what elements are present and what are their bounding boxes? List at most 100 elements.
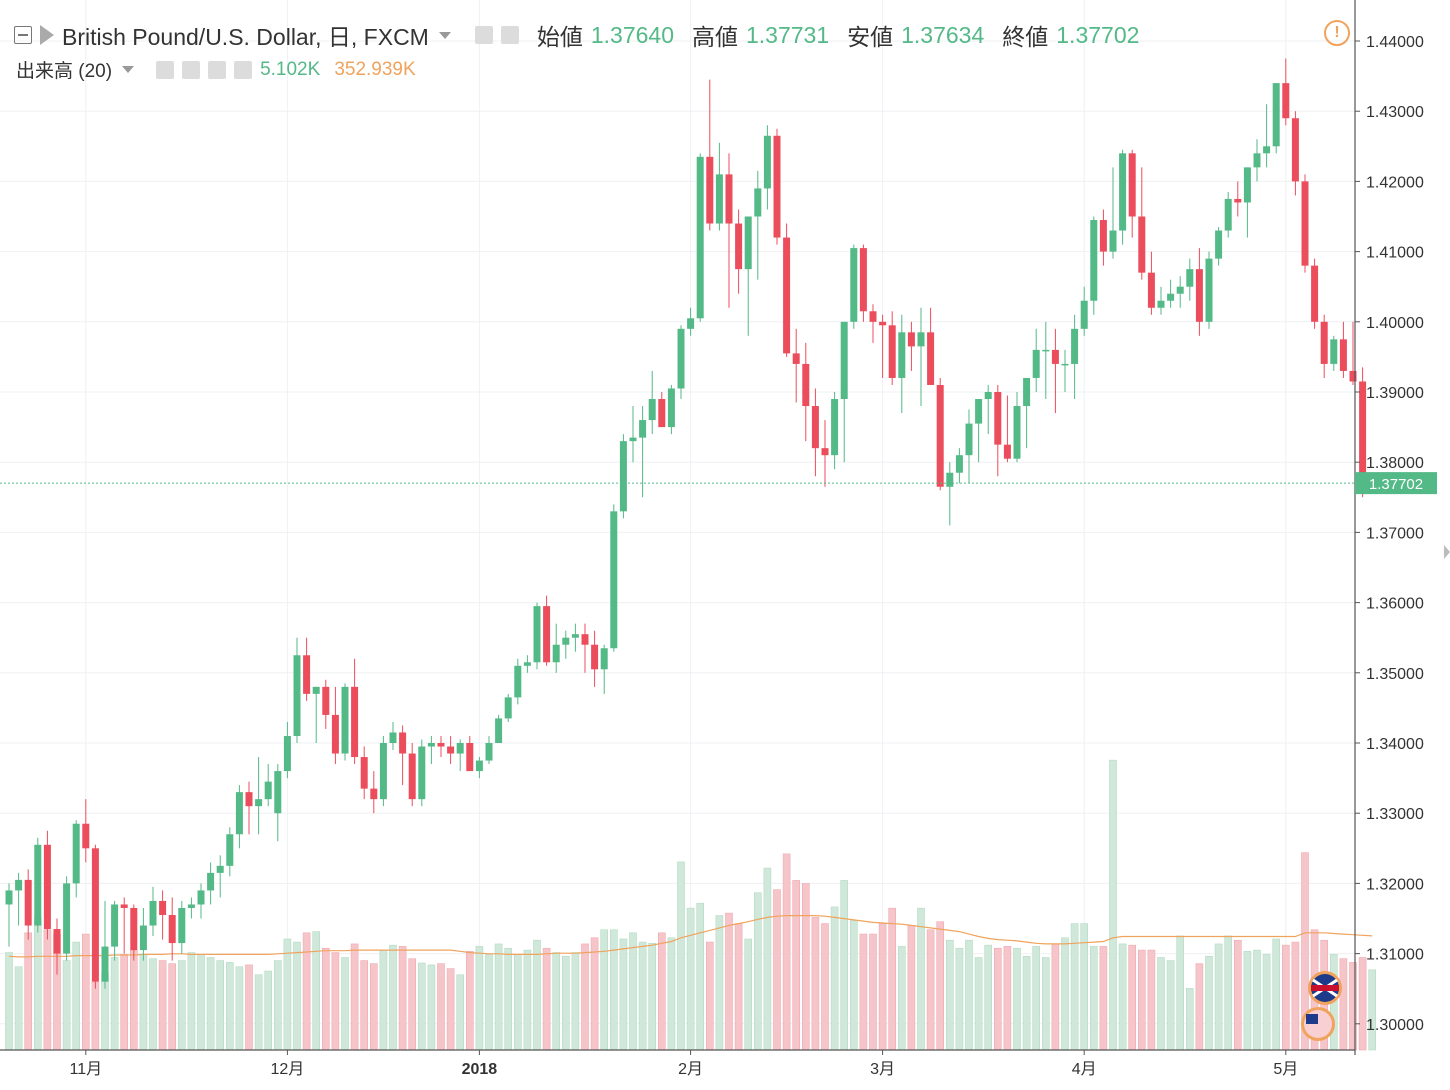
eye-icon[interactable] — [474, 26, 493, 44]
candle-body — [514, 665, 522, 698]
candle-body — [437, 743, 445, 747]
volume-bar — [178, 960, 186, 1051]
volume-bar — [897, 946, 906, 1051]
volume-bar — [456, 974, 465, 1051]
price-tick-label: 1.40000 — [1366, 315, 1424, 332]
volume-bar — [725, 912, 733, 1051]
volume-bar — [1099, 946, 1108, 1051]
plus-icon[interactable] — [208, 60, 227, 79]
chevron-down-icon[interactable] — [122, 66, 135, 73]
volume-ma-value: 352.939K — [334, 58, 416, 80]
volume-bar — [821, 923, 829, 1051]
candle-body — [1147, 272, 1155, 308]
volume-bar — [485, 954, 493, 1051]
time-tick-label: 11月 — [69, 1061, 102, 1078]
volume-bar — [350, 943, 359, 1051]
warning-icon[interactable]: ! — [1324, 20, 1350, 46]
candle-body — [571, 634, 579, 638]
volume-bar — [417, 962, 426, 1051]
volume-bar — [552, 952, 561, 1051]
candle-body — [552, 644, 560, 663]
candle-body — [1282, 83, 1290, 119]
symbol-title[interactable]: British Pound/U.S. Dollar, 日, FXCM — [62, 24, 429, 50]
volume-bar — [158, 960, 167, 1051]
volume-label[interactable]: 出来高 (20) — [16, 61, 113, 82]
volume-bar — [657, 932, 666, 1051]
candle-body — [658, 399, 666, 428]
candle-body — [101, 946, 109, 982]
volume-bar — [619, 938, 628, 1051]
candle-body — [1291, 118, 1299, 182]
gb-flag-icon[interactable] — [1308, 971, 1342, 1005]
candle-body — [1359, 381, 1367, 487]
candle-body — [1272, 83, 1280, 147]
chevron-down-icon[interactable] — [438, 31, 451, 39]
candle-body — [696, 156, 704, 319]
price-tick-label: 1.34000 — [1366, 736, 1424, 753]
eye-icon[interactable] — [156, 60, 175, 79]
volume-bar — [801, 883, 810, 1051]
volume-bar — [1176, 935, 1184, 1051]
volume-bar — [782, 853, 791, 1051]
flag-icon[interactable] — [40, 25, 54, 45]
candle-body — [82, 823, 90, 849]
candle-body — [1080, 300, 1088, 329]
candlesticks — [5, 58, 1376, 989]
candle-body — [639, 420, 647, 438]
volume-bar — [187, 952, 196, 1051]
candle-body — [840, 321, 848, 400]
volume-bar — [72, 941, 80, 1051]
volume-bar — [955, 947, 964, 1051]
volume-bar — [62, 960, 71, 1051]
candle-body — [763, 135, 771, 189]
candle-body — [427, 743, 435, 747]
volume-bar — [120, 954, 128, 1051]
candle-body — [1003, 444, 1011, 459]
volume-bar — [1118, 943, 1127, 1051]
gear-icon[interactable] — [182, 60, 201, 79]
volume-bar — [590, 937, 599, 1051]
us-flag-icon[interactable] — [1301, 1007, 1335, 1041]
volume-bar — [5, 952, 13, 1051]
collapse-icon[interactable] — [14, 26, 32, 44]
candle-body — [984, 392, 992, 400]
volume-bar — [1090, 946, 1098, 1051]
candle-body — [1051, 349, 1059, 364]
candle-body — [648, 399, 656, 421]
volume-bar — [446, 968, 455, 1051]
volume-bar — [389, 944, 397, 1051]
candle-body — [783, 237, 791, 354]
candle-body — [1349, 370, 1357, 382]
volume-bar — [235, 966, 244, 1051]
volume-bar — [638, 941, 647, 1051]
volume-bar — [43, 929, 52, 1051]
volume-bar — [1262, 954, 1271, 1051]
price-axis[interactable]: 1.30000 1.31000 1.32000 1.33000 1.34000 1.350… — [1355, 34, 1424, 1034]
volume-bar — [1195, 963, 1204, 1051]
volume-bar — [91, 981, 100, 1051]
gear-icon[interactable] — [500, 26, 519, 44]
time-tick-label: 5月 — [1273, 1061, 1298, 1078]
time-axis[interactable]: 11月 12月 2018 2月 3月 4月 5月 — [69, 1050, 1298, 1078]
candle-body — [975, 399, 983, 424]
candle-body — [955, 455, 963, 473]
scroll-right-arrow-icon[interactable] — [1444, 545, 1450, 559]
candle-body — [456, 743, 464, 754]
candle-body — [523, 662, 531, 666]
candle-body — [168, 914, 176, 944]
candle-body — [159, 900, 167, 915]
volume-bar — [830, 906, 839, 1051]
candle-body — [869, 311, 877, 322]
candle-body — [15, 879, 23, 891]
candle-body — [619, 441, 627, 512]
volume-bar — [427, 964, 436, 1051]
volume-bar — [888, 907, 897, 1051]
volume-bar — [753, 892, 762, 1051]
close-value: 1.37702 — [1056, 21, 1140, 48]
candle-body — [1090, 220, 1098, 301]
close-icon[interactable] — [234, 60, 253, 79]
volume-bar — [398, 946, 407, 1051]
volume-bar — [542, 947, 551, 1051]
volume-bar — [1003, 946, 1012, 1051]
